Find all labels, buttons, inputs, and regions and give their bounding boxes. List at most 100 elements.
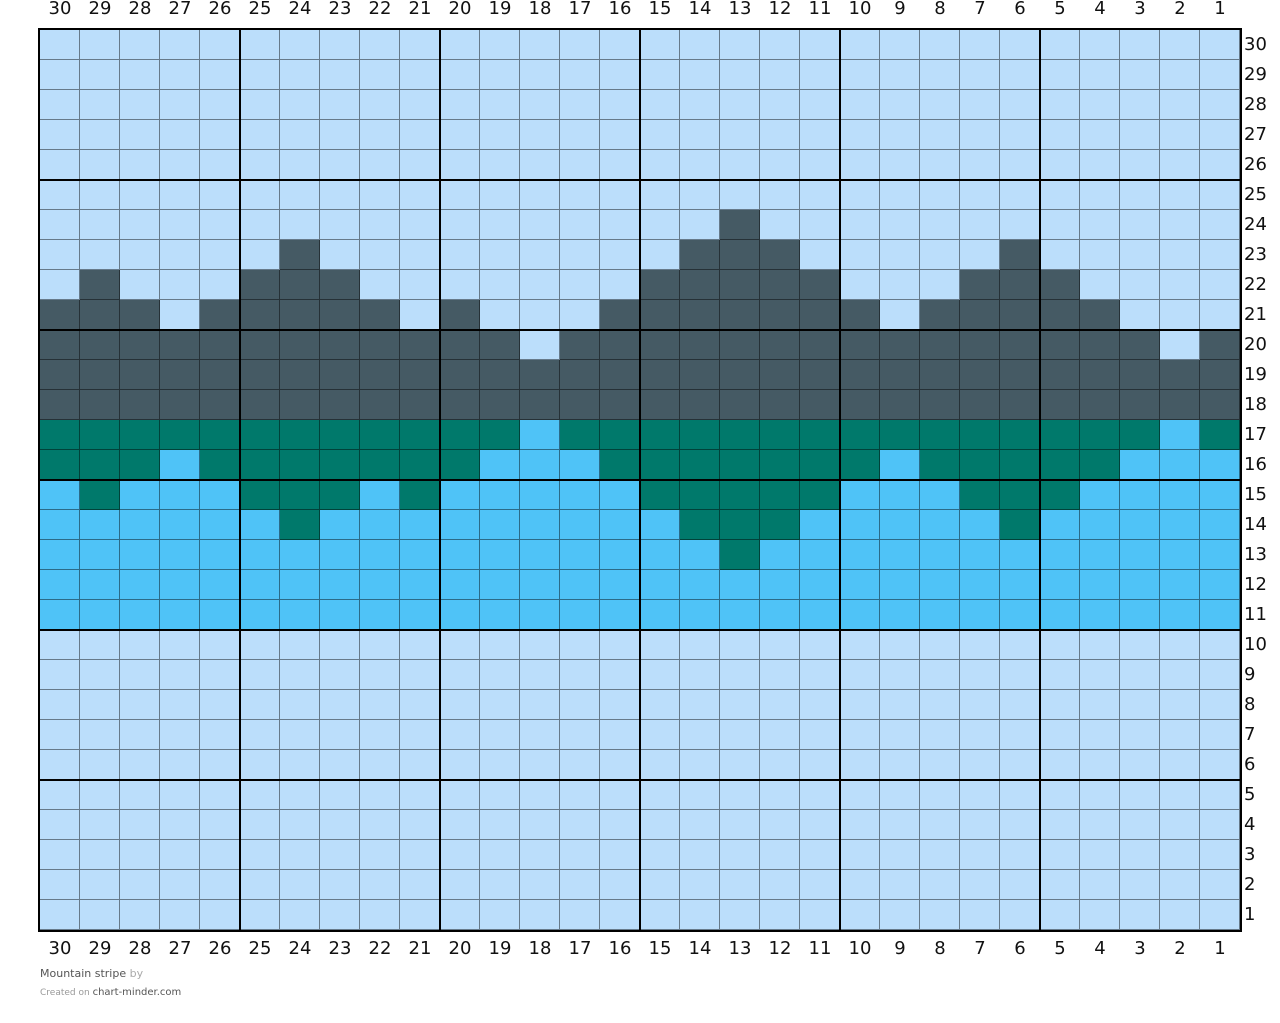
cell-r11-c10: [840, 600, 880, 630]
column-label-bottom: 11: [808, 938, 832, 959]
by-label: by: [129, 967, 144, 980]
cell-r14-c7: [960, 510, 1000, 540]
cell-r10-c2: [1160, 630, 1200, 660]
cell-r15-c1: [1200, 480, 1240, 510]
cell-r12-c26: [200, 570, 240, 600]
cell-r12-c13: [720, 570, 760, 600]
cell-r5-c22: [360, 780, 400, 810]
cell-r6-c20: [440, 750, 480, 780]
cell-r16-c22: [360, 450, 400, 480]
column-label-top: 4: [1094, 0, 1106, 19]
cell-r19-c29: [80, 360, 120, 390]
column-label-bottom: 19: [488, 938, 512, 959]
cell-r25-c23: [320, 180, 360, 210]
column-label-top: 30: [48, 0, 72, 19]
row-label: 17: [1244, 424, 1267, 445]
cell-r7-c10: [840, 720, 880, 750]
cell-r26-c9: [880, 150, 920, 180]
cell-r18-c4: [1080, 390, 1120, 420]
cell-r22-c15: [640, 270, 680, 300]
cell-r30-c12: [760, 30, 800, 60]
cell-r6-c18: [520, 750, 560, 780]
cell-r2-c29: [80, 870, 120, 900]
cell-r9-c30: [40, 660, 80, 690]
cell-r7-c3: [1120, 720, 1160, 750]
cell-r5-c27: [160, 780, 200, 810]
cell-r3-c6: [1000, 840, 1040, 870]
cell-r14-c6: [1000, 510, 1040, 540]
cell-r23-c16: [600, 240, 640, 270]
cell-r25-c13: [720, 180, 760, 210]
cell-r11-c19: [480, 600, 520, 630]
cell-r25-c1: [1200, 180, 1240, 210]
cell-r14-c22: [360, 510, 400, 540]
cell-r7-c12: [760, 720, 800, 750]
cell-r14-c16: [600, 510, 640, 540]
cell-r14-c26: [200, 510, 240, 540]
cell-r28-c12: [760, 90, 800, 120]
cell-r10-c18: [520, 630, 560, 660]
cell-r17-c1: [1200, 420, 1240, 450]
cell-r30-c18: [520, 30, 560, 60]
cell-r8-c7: [960, 690, 1000, 720]
cell-r17-c15: [640, 420, 680, 450]
column-label-bottom: 25: [248, 938, 272, 959]
cell-r4-c15: [640, 810, 680, 840]
cell-r29-c15: [640, 60, 680, 90]
cell-r22-c10: [840, 270, 880, 300]
cell-r6-c25: [240, 750, 280, 780]
cell-r3-c24: [280, 840, 320, 870]
cell-r30-c27: [160, 30, 200, 60]
cell-r3-c14: [680, 840, 720, 870]
cell-r21-c9: [880, 300, 920, 330]
cell-r7-c23: [320, 720, 360, 750]
cell-r1-c10: [840, 900, 880, 930]
cell-r2-c4: [1080, 870, 1120, 900]
cell-r26-c22: [360, 150, 400, 180]
cell-r8-c11: [800, 690, 840, 720]
cell-r21-c13: [720, 300, 760, 330]
cell-r5-c10: [840, 780, 880, 810]
cell-r20-c26: [200, 330, 240, 360]
cell-r8-c14: [680, 690, 720, 720]
column-label-bottom: 29: [88, 938, 112, 959]
cell-r7-c21: [400, 720, 440, 750]
cell-r9-c21: [400, 660, 440, 690]
major-gridline: [40, 479, 1240, 481]
cell-r21-c16: [600, 300, 640, 330]
cell-r30-c11: [800, 30, 840, 60]
cell-r30-c3: [1120, 30, 1160, 60]
cell-r12-c28: [120, 570, 160, 600]
cell-r1-c28: [120, 900, 160, 930]
cell-r18-c10: [840, 390, 880, 420]
cell-r13-c11: [800, 540, 840, 570]
cell-r7-c7: [960, 720, 1000, 750]
cell-r26-c30: [40, 150, 80, 180]
site-link[interactable]: chart-minder.com: [92, 987, 182, 998]
cell-r21-c19: [480, 300, 520, 330]
cell-r8-c8: [920, 690, 960, 720]
cell-r15-c15: [640, 480, 680, 510]
cell-r27-c3: [1120, 120, 1160, 150]
cell-r7-c30: [40, 720, 80, 750]
cell-r6-c24: [280, 750, 320, 780]
cell-r3-c18: [520, 840, 560, 870]
cell-r8-c18: [520, 690, 560, 720]
cell-r12-c3: [1120, 570, 1160, 600]
cell-r4-c5: [1040, 810, 1080, 840]
cell-r12-c6: [1000, 570, 1040, 600]
cell-r29-c29: [80, 60, 120, 90]
cell-r10-c17: [560, 630, 600, 660]
cell-r18-c28: [120, 390, 160, 420]
cell-r10-c30: [40, 630, 80, 660]
row-label: 20: [1244, 334, 1267, 355]
cell-r14-c19: [480, 510, 520, 540]
cell-r23-c28: [120, 240, 160, 270]
cell-r24-c1: [1200, 210, 1240, 240]
column-label-bottom: 6: [1014, 938, 1026, 959]
cell-r10-c1: [1200, 630, 1240, 660]
cell-r14-c25: [240, 510, 280, 540]
cell-r7-c4: [1080, 720, 1120, 750]
column-label-top: 26: [208, 0, 232, 19]
cell-r3-c17: [560, 840, 600, 870]
